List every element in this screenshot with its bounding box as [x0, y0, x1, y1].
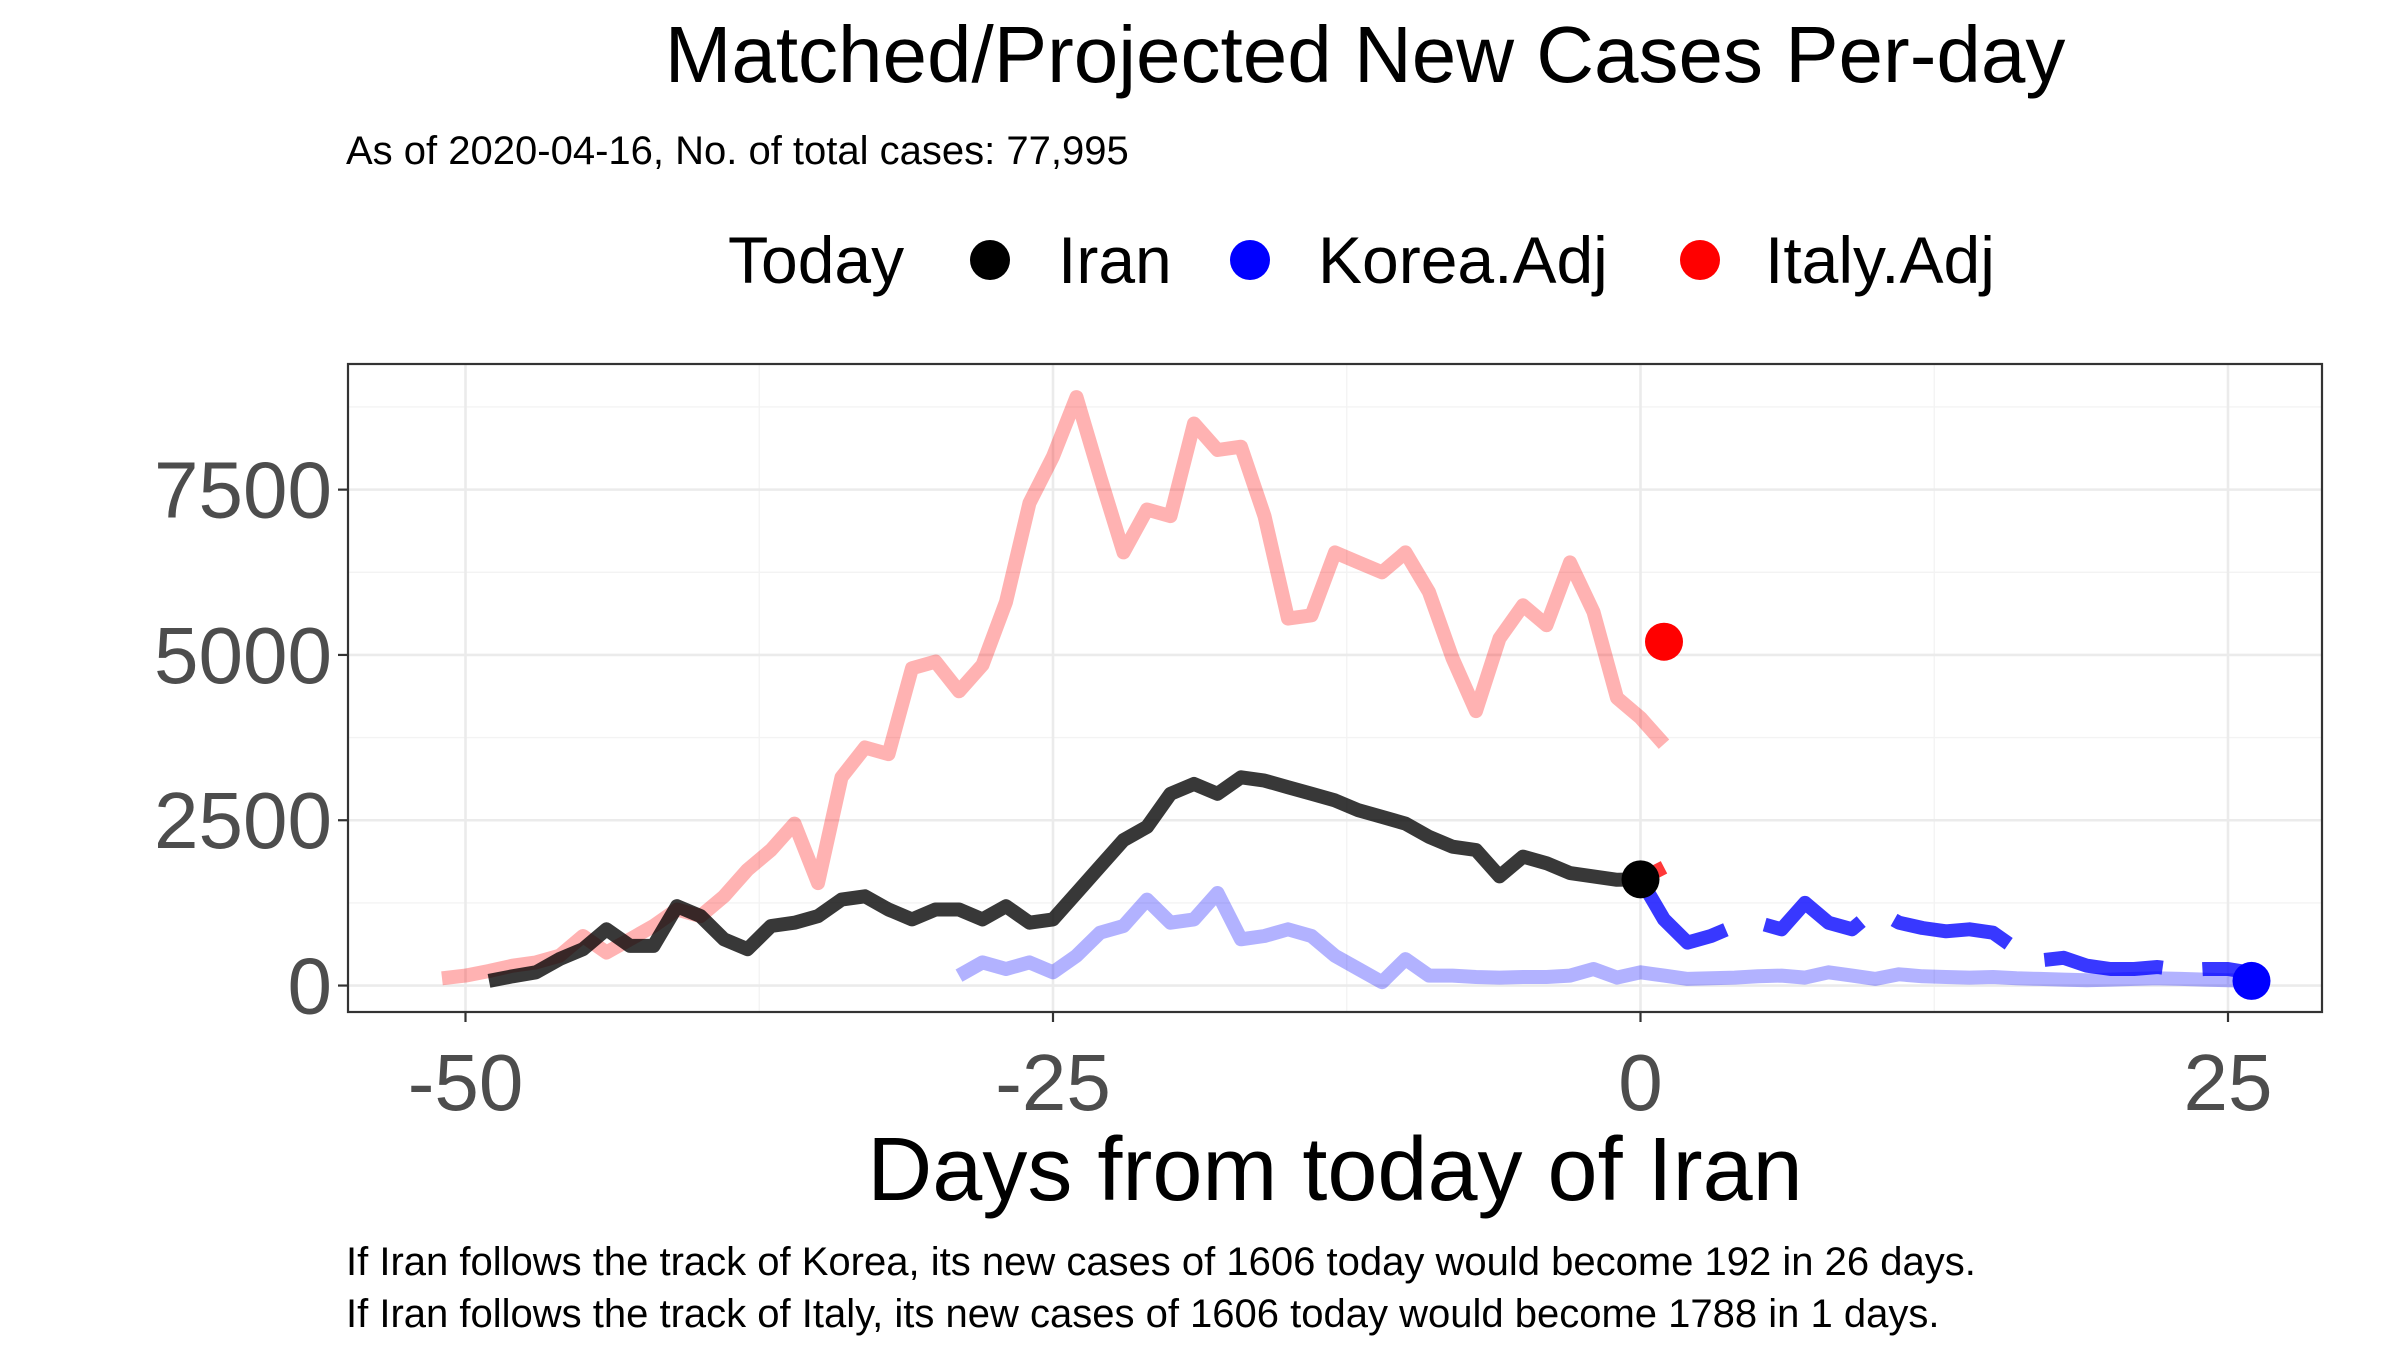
- series-line-korea-adj-matched: [955, 886, 2252, 990]
- x-axis-title: Days from today of Iran: [867, 1120, 1802, 1220]
- marker-layer: [1621, 622, 2271, 1000]
- plot-panel: [346, 362, 2324, 1014]
- marker-iran: [1621, 860, 1660, 899]
- legend-label-korea: Korea.Adj: [1318, 223, 1608, 297]
- legend-key-iran: [970, 240, 1010, 280]
- x-tick-label: 25: [2184, 1038, 2273, 1127]
- series-line-italy-adj-matched: [441, 390, 1670, 986]
- legend-title: Today: [728, 223, 904, 297]
- y-tick-label: 5000: [154, 611, 332, 700]
- x-tick-label: -50: [408, 1038, 524, 1127]
- legend-label-italy: Italy.Adj: [1765, 223, 1995, 297]
- chart-subtitle: As of 2020-04-16, No. of total cases: 77…: [346, 129, 1129, 173]
- axis-layer: -50 -25 0 25 0 2500 5000 7500: [154, 446, 2272, 1127]
- marker-korea-adj: [2232, 961, 2271, 1000]
- y-tick-label: 0: [288, 942, 333, 1031]
- marker-italy-adj: [1645, 622, 1683, 661]
- legend-label-iran: Iran: [1058, 223, 1172, 297]
- grid-layer: [348, 364, 2322, 1012]
- legend: Today Iran Korea.Adj Italy.Adj: [728, 223, 1995, 297]
- y-tick-label: 7500: [154, 446, 332, 535]
- chart-title: Matched/Projected New Cases Per-day: [665, 10, 2066, 99]
- panel-border: [346, 362, 2324, 1014]
- series-line-korea-adj-projected: [1634, 875, 2253, 980]
- caption-italy: If Iran follows the track of Italy, its …: [346, 1292, 1939, 1336]
- x-tick-label: -25: [995, 1038, 1111, 1127]
- y-tick-label: 2500: [154, 776, 332, 865]
- x-tick-label: 0: [1618, 1038, 1663, 1127]
- series-layer: [441, 390, 2253, 990]
- legend-key-italy: [1680, 240, 1720, 280]
- legend-key-korea: [1230, 240, 1270, 280]
- caption-korea: If Iran follows the track of Korea, its …: [346, 1240, 1976, 1284]
- series-line-iran-actual: [487, 770, 1641, 988]
